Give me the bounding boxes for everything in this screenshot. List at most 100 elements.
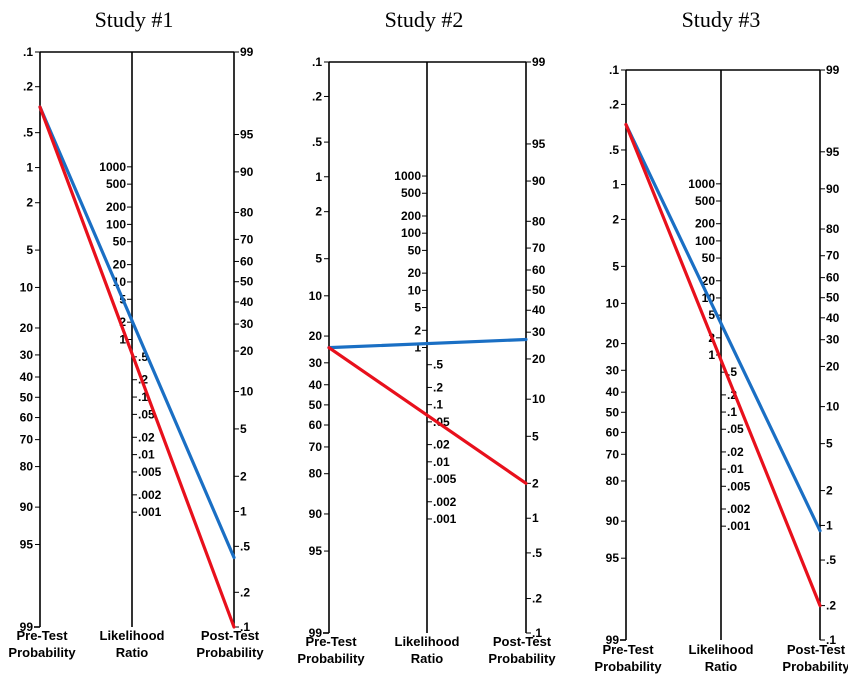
pre-test-tick-label: 99: [309, 626, 323, 640]
pre-test-tick-label: 1: [315, 170, 322, 184]
pre-test-tick-label: 80: [309, 467, 323, 481]
lr-tick-label: .01: [433, 455, 450, 469]
post-test-tick-label: 30: [532, 325, 546, 339]
post-test-tick-label: 1: [240, 504, 247, 518]
pre-test-tick-label: 50: [20, 390, 34, 404]
lr-tick-label: 100: [401, 226, 421, 240]
post-test-tick-label: 40: [826, 311, 840, 325]
lr-tick-label: .001: [727, 519, 751, 533]
lr-tick-label: .002: [433, 495, 457, 509]
blue-nomogram-line: [38, 105, 236, 560]
post-test-tick-label: 99: [532, 55, 546, 69]
pre-test-tick-label: 50: [606, 405, 620, 419]
lr-tick-label: 1: [708, 348, 715, 362]
lr-tick-label: 1: [119, 333, 126, 347]
pre-test-tick-label: 10: [309, 289, 323, 303]
lr-tick-label: 100: [695, 234, 715, 248]
post-test-tick-label: 99: [240, 45, 254, 59]
lr-tick-label: 50: [702, 251, 716, 265]
post-test-tick-label: 10: [240, 385, 254, 399]
pre-test-tick-label: .1: [23, 45, 33, 59]
post-test-tick-label: 60: [240, 254, 254, 268]
post-test-tick-label: .1: [532, 626, 542, 640]
pre-test-tick-label: 99: [20, 620, 34, 634]
pre-test-tick-label: .1: [609, 63, 619, 77]
lr-tick-label: .01: [727, 462, 744, 476]
post-test-tick-label: 50: [826, 291, 840, 305]
pre-test-axis-title: Pre-Test Probability: [594, 642, 662, 674]
lr-tick-label: .005: [138, 465, 162, 479]
post-test-tick-label: .5: [240, 539, 250, 553]
blue-nomogram-line: [624, 122, 822, 533]
pre-test-tick-label: 40: [20, 370, 34, 384]
lr-tick-label: 2: [414, 323, 421, 337]
lr-tick-label: .001: [138, 505, 162, 519]
post-test-tick-label: 80: [240, 205, 254, 219]
pre-test-tick-label: 5: [26, 243, 33, 257]
pre-test-tick-label: 80: [20, 460, 34, 474]
pre-test-tick-label: .2: [23, 80, 33, 94]
lr-tick-label: .02: [138, 430, 155, 444]
lr-tick-label: 1000: [99, 160, 126, 174]
post-test-tick-label: 95: [826, 145, 840, 159]
pre-test-tick-label: 10: [20, 280, 34, 294]
post-test-tick-label: 5: [532, 429, 539, 443]
lr-tick-label: .2: [727, 388, 737, 402]
lr-tick-label: 1000: [688, 177, 715, 191]
lr-tick-label: 20: [702, 274, 716, 288]
pre-test-tick-label: 30: [20, 348, 34, 362]
lr-tick-label: 200: [695, 217, 715, 231]
post-test-tick-label: 90: [826, 182, 840, 196]
pre-test-tick-label: 20: [20, 321, 34, 335]
study-title: Study #3: [682, 7, 761, 32]
post-test-tick-label: 60: [826, 271, 840, 285]
pre-test-tick-label: .1: [312, 55, 322, 69]
post-test-tick-label: 2: [826, 484, 833, 498]
lr-tick-label: 50: [408, 243, 422, 257]
lr-tick-label: 200: [106, 200, 126, 214]
pre-test-tick-label: 30: [606, 363, 620, 377]
pre-test-axis-title: Pre-Test Probability: [297, 634, 365, 666]
nomogram-panel-3: Study #3 .1 .2 .5 1 2 5 10 20 30 40 50 60 70 80 90 95 99 9…: [594, 7, 848, 674]
pre-test-tick-label: .2: [609, 97, 619, 111]
nomogram-panel-1: Study #1 .1 .2 .5 1 2 5 10 20 30 40 50 60 70 80 90 95 99 9…: [8, 7, 264, 660]
pre-test-tick-label: 60: [20, 411, 34, 425]
pre-test-tick-label: 70: [309, 440, 323, 454]
pre-test-tick-label: .2: [312, 89, 322, 103]
lr-tick-label: .002: [138, 488, 162, 502]
pre-test-tick-label: 95: [606, 551, 620, 565]
post-test-tick-label: 1: [532, 511, 539, 525]
pre-test-tick-label: 20: [606, 337, 620, 351]
pre-test-tick-label: .5: [23, 126, 33, 140]
lr-axis-title: Likelihood Ratio: [100, 628, 165, 660]
pre-test-tick-label: 2: [26, 196, 33, 210]
post-test-tick-label: 30: [826, 333, 840, 347]
lr-tick-label: .2: [433, 380, 443, 394]
red-nomogram-line: [38, 105, 236, 629]
pre-test-tick-label: 40: [309, 378, 323, 392]
pre-test-tick-label: 90: [309, 507, 323, 521]
post-test-tick-label: 60: [532, 263, 546, 277]
post-test-tick-label: 95: [240, 128, 254, 142]
post-test-tick-label: 20: [240, 344, 254, 358]
post-test-tick-label: 40: [532, 303, 546, 317]
pre-test-tick-label: 30: [309, 356, 323, 370]
lr-tick-label: .05: [138, 407, 155, 421]
pre-test-tick-label: 40: [606, 385, 620, 399]
nomogram-panel-2: Study #2 .1 .2 .5 1 2 5 10 20 30 40 50 60 70 80 90 95 99 9…: [297, 7, 556, 666]
post-test-tick-label: 80: [826, 222, 840, 236]
lr-tick-label: 20: [113, 258, 127, 272]
lr-tick-label: 1: [414, 341, 421, 355]
post-test-tick-label: 2: [240, 469, 247, 483]
pre-test-tick-label: 5: [612, 259, 619, 273]
pre-test-tick-label: 60: [309, 418, 323, 432]
lr-tick-label: 500: [401, 186, 421, 200]
post-test-tick-label: 1: [826, 518, 833, 532]
lr-tick-label: .02: [727, 445, 744, 459]
pre-test-axis-title: Pre-Test Probability: [8, 628, 76, 660]
post-test-tick-label: 90: [240, 165, 254, 179]
post-test-tick-label: 90: [532, 174, 546, 188]
lr-tick-label: 10: [408, 283, 422, 297]
post-test-tick-label: 30: [240, 317, 254, 331]
